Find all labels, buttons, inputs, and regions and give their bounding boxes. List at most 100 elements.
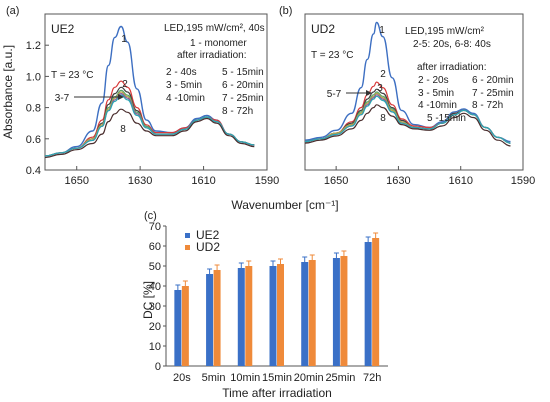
legend-entry: 6 - 20min [472, 75, 514, 86]
panel-b: (b) 1650 1630 1610 1590 UD2 T = 23 °C LED,1… [279, 5, 535, 187]
bar-ud2 [277, 264, 284, 366]
bar-ud2 [372, 238, 380, 366]
panel-b-curve-labels: 1 2 3 5-7 8 [327, 25, 386, 124]
x-tick-label: 25min [325, 372, 355, 384]
panel-b-arrow [346, 90, 372, 96]
y-tick-label: 70 [149, 221, 161, 233]
y-tick-label: 0.8 [26, 103, 41, 115]
y-tick-label: 0.6 [26, 134, 41, 146]
bar-ud2 [245, 266, 253, 366]
bar-ue2 [206, 274, 214, 366]
panel-a-arrow [74, 94, 124, 100]
legend-entry: after irradiation: [177, 50, 246, 61]
legend-entry: 3 - 5min [418, 88, 454, 99]
legend-entry: 4 -10min [166, 93, 205, 104]
legend-entry: 2 - 20s [418, 75, 449, 86]
y-tick-label: 0.4 [26, 165, 41, 177]
shared-x-axis-label: Wavenumber [cm⁻¹] [231, 198, 338, 212]
y-tick-label: 1.0 [26, 71, 41, 83]
curve-label: 8 [380, 113, 386, 124]
curve-label: 2 [380, 69, 386, 80]
legend-entry: 5 -15min [427, 113, 466, 124]
x-tick-label: 5min [202, 372, 226, 384]
legend-entry: 8 - 72h [222, 106, 253, 117]
legend-entry: 1 - monomer [190, 38, 247, 49]
bar-ue2 [269, 266, 277, 366]
x-tick-label: 1650 [324, 175, 348, 187]
y-tick-label: 60 [149, 241, 161, 253]
bar-ue2 [364, 242, 372, 366]
x-tick-label: 10min [230, 372, 260, 384]
spectrum-line-7 [304, 95, 511, 144]
x-tick-label: 72h [363, 372, 381, 384]
spectrum-line-8 [304, 104, 511, 147]
panel-a-label: (a) [6, 5, 19, 17]
curve-label: 8 [120, 124, 126, 135]
x-tick-label: 1650 [64, 175, 88, 187]
curve-label: 1 [379, 25, 385, 36]
panel-c-y-axis-label: DC [%] [141, 281, 155, 319]
y-tick-label: 1.2 [26, 40, 41, 52]
spectrum-line-7 [44, 94, 255, 157]
x-tick-label: 1610 [448, 175, 472, 187]
y-tick-label: 50 [149, 261, 161, 273]
panel-b-sample-name: UD2 [311, 22, 335, 36]
y-tick-label: 0 [155, 361, 161, 373]
panel-a-sample-name: UE2 [51, 22, 75, 36]
x-tick-label: 20s [173, 372, 191, 384]
legend-label-ud2: UD2 [196, 240, 220, 254]
y-tick-label: 30 [149, 301, 161, 313]
bar-ue2 [332, 258, 340, 366]
panel-a-light-condition: LED,195 mW/cm², 40s [164, 23, 265, 34]
bar-ue2 [174, 290, 182, 366]
panel-b-light-condition-2: 2-5: 20s, 6-8: 40s [413, 39, 491, 50]
curve-label: 2 [122, 79, 128, 90]
panel-a-temperature: T = 23 °C [51, 70, 93, 81]
legend-swatch-ue2 [185, 233, 190, 238]
panel-b-plot-frame [304, 13, 524, 171]
panel-a-y-axis-label: Absorbance [a.u.] [1, 45, 15, 139]
panel-c-x-axis-label: Time after irradiation [222, 386, 332, 400]
x-tick-label: 1630 [386, 175, 410, 187]
curve-label: 3-7 [55, 93, 70, 104]
curve-label: 5-7 [327, 89, 342, 100]
spectrum-line-1 [304, 21, 511, 143]
legend-entry: after irradiation: [417, 62, 486, 73]
x-tick-label: 1590 [511, 175, 535, 187]
bar-ud2 [213, 270, 221, 366]
panel-a-plot-frame [44, 13, 268, 171]
panel-b-label: (b) [279, 5, 292, 17]
legend-entry: 4 -10min [418, 100, 457, 111]
x-tick-label: 1610 [191, 175, 215, 187]
x-tick-label: 1590 [255, 175, 279, 187]
bar-ue2 [237, 268, 245, 366]
panel-c: (c) 0 10 20 30 40 50 60 70 20s 5min 10min 15min 20mi… [141, 210, 388, 400]
bar-ud2 [181, 286, 189, 366]
legend-label-ue2: UE2 [196, 228, 220, 242]
legend-entry: 8 - 72h [472, 100, 503, 111]
x-tick-label: 1630 [128, 175, 152, 187]
legend-entry: 7 - 25min [472, 88, 514, 99]
spectrum-line-2 [44, 80, 255, 157]
legend-entry: 6 - 20min [222, 80, 264, 91]
legend-entry: 5 - 15min [222, 67, 264, 78]
spectrum-line-8 [44, 108, 255, 159]
x-tick-label: 15min [262, 372, 292, 384]
panel-a-curve-labels: 1 2 3-7 8 [55, 34, 128, 135]
legend-swatch-ud2 [185, 245, 190, 250]
panel-b-temperature: T = 23 °C [311, 50, 353, 61]
y-tick-label: 40 [149, 281, 161, 293]
x-tick-label: 20min [294, 372, 324, 384]
bar-ud2 [308, 260, 316, 366]
panel-c-label: (c) [144, 210, 157, 222]
curve-label: 3 [377, 83, 383, 94]
y-tick-label: 20 [149, 321, 161, 333]
panel-b-light-condition: LED,195 mW/cm² [405, 26, 485, 37]
bar-ud2 [340, 256, 348, 366]
legend-entry: 3 - 5min [166, 80, 202, 91]
